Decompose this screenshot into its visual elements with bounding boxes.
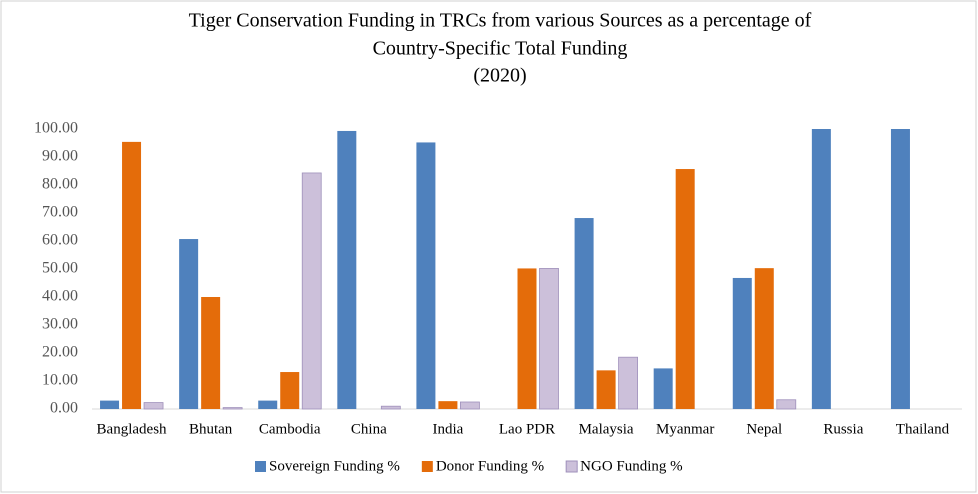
- x-tick-label: Malaysia: [579, 421, 634, 437]
- bar: [890, 129, 910, 409]
- bar: [732, 277, 752, 409]
- y-tick-label: 100.00: [34, 120, 78, 137]
- bar: [754, 268, 774, 409]
- y-tick-label: 30.00: [42, 316, 78, 333]
- x-tick-label: Bhutan: [189, 421, 233, 437]
- legend-swatch: [255, 461, 266, 472]
- bar: [201, 297, 221, 409]
- bar: [258, 400, 278, 409]
- bar: [438, 401, 458, 409]
- legend-label: Donor Funding %: [436, 458, 544, 474]
- x-tick-label: Lao PDR: [499, 421, 555, 437]
- x-tick-label: Nepal: [746, 421, 782, 437]
- legend-label: Sovereign Funding %: [269, 458, 400, 474]
- bar: [143, 402, 164, 410]
- bar: [574, 218, 594, 409]
- legend-swatch: [421, 461, 433, 472]
- chart-title: (2020): [473, 65, 526, 87]
- bar: [280, 372, 300, 409]
- x-tick-label: China: [351, 421, 387, 437]
- bar: [811, 129, 831, 409]
- y-tick-label: 70.00: [42, 204, 78, 221]
- x-tick-label: Myanmar: [656, 421, 714, 437]
- bar: [675, 169, 695, 409]
- y-tick-label: 20.00: [42, 344, 78, 361]
- bar: [100, 400, 120, 409]
- bar: [222, 407, 243, 410]
- y-tick-label: 10.00: [42, 372, 78, 389]
- bar: [460, 401, 480, 410]
- bar: [301, 172, 322, 410]
- bar: [380, 405, 401, 410]
- chart-title: Country-Specific Total Funding: [373, 38, 628, 60]
- bar: [179, 239, 199, 409]
- chart-title: Tiger Conservation Funding in TRCs from …: [189, 10, 812, 32]
- y-tick-label: 80.00: [42, 176, 78, 193]
- legend-label: NGO Funding %: [580, 458, 683, 474]
- x-tick-label: Thailand: [896, 421, 950, 437]
- bar: [337, 130, 357, 409]
- y-tick-label: 0.00: [50, 400, 78, 417]
- x-tick-label: India: [432, 421, 463, 437]
- x-tick-label: Cambodia: [259, 421, 321, 437]
- bar: [618, 356, 638, 410]
- x-tick-label: Bangladesh: [97, 421, 167, 437]
- y-tick-label: 50.00: [42, 260, 78, 277]
- y-tick-label: 60.00: [42, 232, 78, 249]
- bar: [122, 141, 142, 409]
- bar: [776, 399, 797, 410]
- bar: [539, 268, 559, 410]
- y-tick-label: 90.00: [42, 148, 78, 165]
- bar: [596, 370, 616, 409]
- legend-swatch: [565, 460, 578, 473]
- bar: [416, 142, 436, 409]
- bar: [653, 368, 673, 409]
- x-tick-label: Russia: [823, 421, 863, 437]
- y-tick-label: 40.00: [42, 288, 78, 305]
- bar: [517, 268, 537, 409]
